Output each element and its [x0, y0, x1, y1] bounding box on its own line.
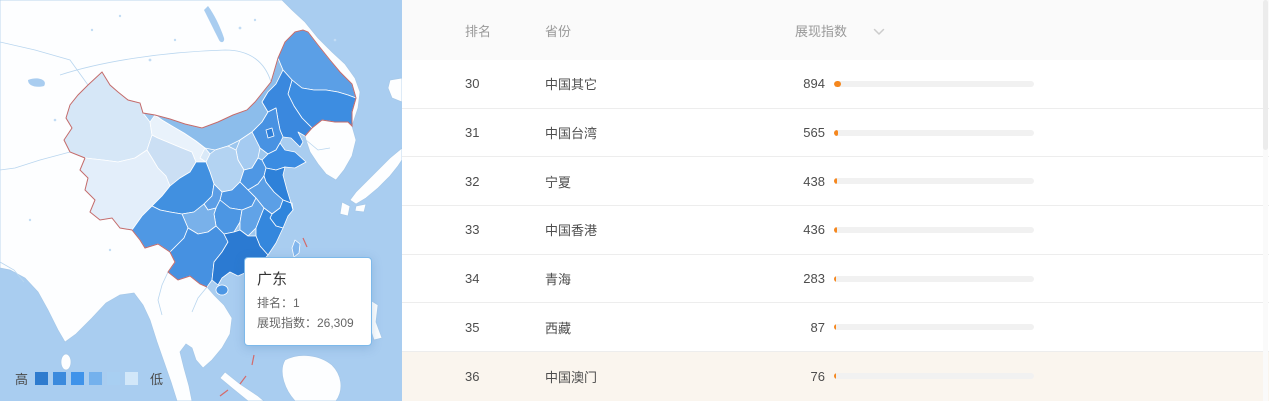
- index-bar: [834, 129, 839, 136]
- legend-swatch: [89, 372, 103, 385]
- tooltip-rank: 排名：1: [257, 296, 300, 310]
- table-row[interactable]: 32 宁夏 438: [402, 157, 1269, 207]
- index-cell: 436: [795, 222, 1269, 237]
- index-value: 565: [803, 125, 825, 141]
- index-bar-track: [834, 80, 1034, 87]
- index-bar-track: [834, 324, 1034, 331]
- province-cell: 西藏: [545, 320, 572, 336]
- rank-cell: 35: [465, 319, 480, 335]
- index-bar: [834, 324, 836, 331]
- index-bar: [834, 80, 841, 87]
- map-speckles: [28, 14, 337, 252]
- table-row[interactable]: 30 中国其它 894: [402, 60, 1269, 109]
- rank-cell: 36: [465, 368, 480, 384]
- rank-cell: 33: [465, 222, 480, 238]
- legend-high-label: 高: [15, 372, 29, 387]
- legend-swatches: [35, 372, 143, 385]
- table-row[interactable]: 33 中国香港 436: [402, 206, 1269, 255]
- japan-honshu: [349, 147, 402, 205]
- foreign-borders: [0, 41, 331, 316]
- lake-balkhash: [28, 78, 45, 87]
- table-header: 排名 省份 展现指数: [402, 0, 1269, 60]
- legend-swatch: [125, 372, 139, 385]
- japan-shikoku: [354, 203, 367, 213]
- scrollbar-thumb[interactable]: [1263, 0, 1268, 150]
- china-map-panel: 广东 排名：1 展现指数：26,309 高 低: [0, 0, 402, 401]
- province-cell: 中国台湾: [545, 126, 598, 142]
- map-tooltip: 广东 排名：1 展现指数：26,309: [244, 257, 372, 346]
- lake-baikal: [204, 6, 225, 43]
- table-body: 30 中国其它 894 31 中国台湾 565 32 宁夏 438 33: [402, 60, 1269, 401]
- china-choropleth: [63, 29, 357, 296]
- region-rank-table: 排名 省份 展现指数 30 中国其它 894 31 中国台湾 565: [402, 0, 1269, 401]
- table-row[interactable]: 34 青海 283: [402, 254, 1269, 304]
- index-cell: 565: [795, 125, 1269, 140]
- province-beijing[interactable]: [265, 127, 275, 139]
- index-value: 87: [810, 319, 825, 335]
- rank-cell: 34: [465, 271, 480, 287]
- province-taiwan[interactable]: [291, 239, 301, 258]
- column-header-rank: 排名: [465, 23, 492, 39]
- national-border: [63, 29, 357, 288]
- japan-kyushu: [339, 201, 351, 217]
- province-hainan[interactable]: [215, 284, 229, 296]
- index-value: 438: [803, 173, 825, 189]
- index-value: 894: [803, 76, 825, 92]
- index-bar-track: [834, 275, 1034, 282]
- legend-swatch: [53, 372, 67, 385]
- islands: [60, 77, 402, 401]
- rank-cell: 32: [465, 173, 480, 189]
- japan-hokkaido: [387, 77, 402, 103]
- province-cell: 中国其它: [545, 77, 598, 93]
- province-cell: 中国香港: [545, 223, 598, 239]
- borneo: [281, 355, 342, 401]
- index-bar-track: [834, 178, 1034, 185]
- column-header-province: 省份: [545, 23, 572, 39]
- index-bar: [834, 226, 838, 233]
- table-row[interactable]: 31 中国台湾 565: [402, 108, 1269, 158]
- tooltip-index: 展现指数：26,309: [257, 315, 354, 330]
- index-bar: [834, 275, 837, 282]
- index-bar-track: [834, 373, 1034, 380]
- province-fujian[interactable]: [255, 207, 284, 256]
- table-row[interactable]: 36 中国澳门 76: [402, 352, 1269, 401]
- legend-swatch: [71, 372, 85, 385]
- index-cell: 76: [795, 369, 1269, 384]
- index-cell: 87: [795, 320, 1269, 335]
- index-bar-track: [834, 129, 1034, 136]
- index-value: 283: [803, 271, 825, 287]
- province-cell: 宁夏: [545, 174, 572, 190]
- province-guangdong[interactable]: [211, 229, 269, 286]
- column-header-index[interactable]: 展现指数: [795, 23, 848, 39]
- index-cell: 438: [795, 174, 1269, 189]
- legend-swatch: [107, 372, 121, 385]
- tooltip-province-name: 广东: [257, 271, 288, 288]
- sri-lanka: [60, 353, 72, 371]
- chevron-down-icon[interactable]: [873, 28, 885, 36]
- index-bar-track: [834, 226, 1034, 233]
- scrollbar-track[interactable]: [1263, 0, 1268, 401]
- province-cell: 青海: [545, 272, 572, 288]
- index-cell: 283: [795, 271, 1269, 286]
- map-legend: 高 低: [15, 369, 163, 388]
- table-row[interactable]: 35 西藏 87: [402, 303, 1269, 353]
- index-cell: 894: [795, 76, 1269, 91]
- index-bar: [834, 178, 838, 185]
- index-value: 76: [810, 368, 825, 384]
- rank-cell: 30: [465, 76, 480, 92]
- rank-cell: 31: [465, 125, 480, 141]
- legend-low-label: 低: [150, 372, 164, 387]
- index-bar: [834, 373, 836, 380]
- sumatra: [219, 371, 265, 401]
- legend-swatch: [35, 372, 49, 385]
- index-value: 436: [803, 222, 825, 238]
- province-cell: 中国澳门: [545, 369, 598, 385]
- china-map-image: [0, 0, 402, 401]
